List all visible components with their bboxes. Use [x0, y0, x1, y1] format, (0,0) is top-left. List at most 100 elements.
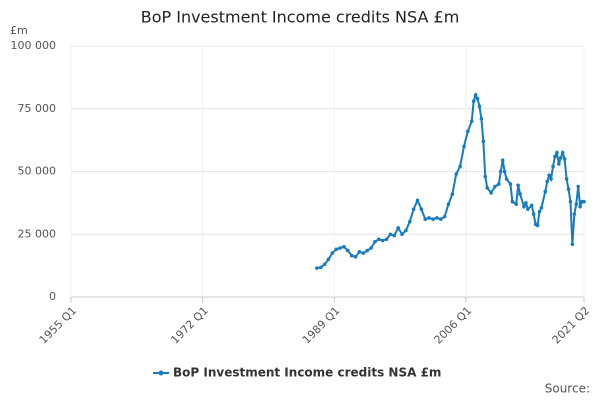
point [469, 119, 474, 124]
x-tick-label: 1972 Q1 [168, 304, 211, 347]
point [531, 212, 536, 216]
point [516, 183, 520, 188]
point [562, 157, 567, 161]
legend-marker [158, 370, 164, 376]
point [369, 246, 373, 250]
y-tick-label: 100 000 [11, 39, 57, 52]
point [450, 192, 455, 196]
point [338, 246, 342, 250]
point [493, 184, 497, 189]
y-tick-label: 25 000 [18, 227, 57, 240]
point [560, 150, 565, 155]
point [557, 162, 561, 166]
point [502, 169, 507, 174]
point [489, 191, 493, 195]
point [576, 184, 580, 189]
chart-title: BoP Investment Income credits NSA £m [141, 8, 460, 27]
point [411, 207, 416, 211]
point [543, 189, 548, 194]
point [549, 177, 553, 181]
x-tick-label: 2021 Q2 [550, 304, 593, 347]
point [500, 158, 505, 163]
point [466, 129, 470, 134]
y-tick-label: 75 000 [18, 102, 57, 115]
point [357, 250, 362, 254]
point [568, 199, 573, 204]
point [547, 173, 551, 178]
x-tick-label: 1955 Q1 [37, 304, 80, 347]
y-unit: £m [10, 24, 28, 37]
point [388, 232, 393, 237]
point [529, 203, 534, 208]
point [442, 214, 447, 219]
point [392, 233, 397, 238]
point [514, 202, 519, 206]
point [526, 207, 530, 211]
point [553, 154, 557, 159]
point [330, 251, 335, 255]
point [334, 247, 339, 252]
y-tick-label: 50 000 [18, 165, 57, 178]
point [574, 202, 579, 206]
point [535, 223, 540, 228]
point [566, 187, 571, 191]
point [508, 182, 513, 186]
x-tick-label: 1989 Q1 [300, 304, 343, 347]
point [326, 257, 331, 262]
point [404, 228, 408, 233]
point [522, 204, 526, 209]
point [438, 217, 443, 221]
point [485, 186, 490, 190]
line [316, 92, 584, 270]
point [396, 226, 400, 230]
point [473, 93, 478, 97]
point [353, 255, 358, 259]
point [510, 199, 515, 204]
point [481, 139, 486, 144]
point [539, 206, 544, 210]
point [518, 192, 522, 196]
point [471, 99, 476, 104]
point [315, 266, 319, 270]
point [497, 182, 501, 186]
point [454, 172, 459, 176]
point [349, 253, 354, 258]
point [524, 201, 528, 205]
point [545, 179, 550, 184]
point [365, 248, 369, 253]
point [346, 248, 350, 253]
point [504, 177, 509, 181]
point [462, 144, 466, 149]
point [475, 96, 480, 101]
point [377, 237, 381, 242]
legend-label: BoP Investment Income credits NSA £m [173, 366, 441, 380]
point [423, 217, 428, 221]
point [427, 216, 431, 220]
y-tick-label: 0 [49, 290, 56, 303]
point [446, 202, 451, 206]
point [458, 164, 462, 169]
point [537, 209, 542, 214]
point [435, 216, 439, 220]
point [498, 169, 503, 174]
point [407, 219, 412, 224]
point [477, 104, 482, 109]
point [419, 207, 424, 211]
point [342, 245, 346, 249]
point [582, 199, 586, 204]
point [431, 217, 435, 221]
point [558, 155, 563, 160]
x-tick-label: 2006 Q1 [432, 304, 475, 347]
point [373, 239, 377, 244]
point [361, 251, 366, 255]
point [483, 174, 488, 179]
point [551, 164, 555, 169]
point [578, 204, 582, 209]
source: Source: [545, 382, 590, 396]
point [564, 177, 569, 181]
point [318, 265, 323, 270]
point [380, 238, 385, 243]
point [572, 212, 577, 216]
